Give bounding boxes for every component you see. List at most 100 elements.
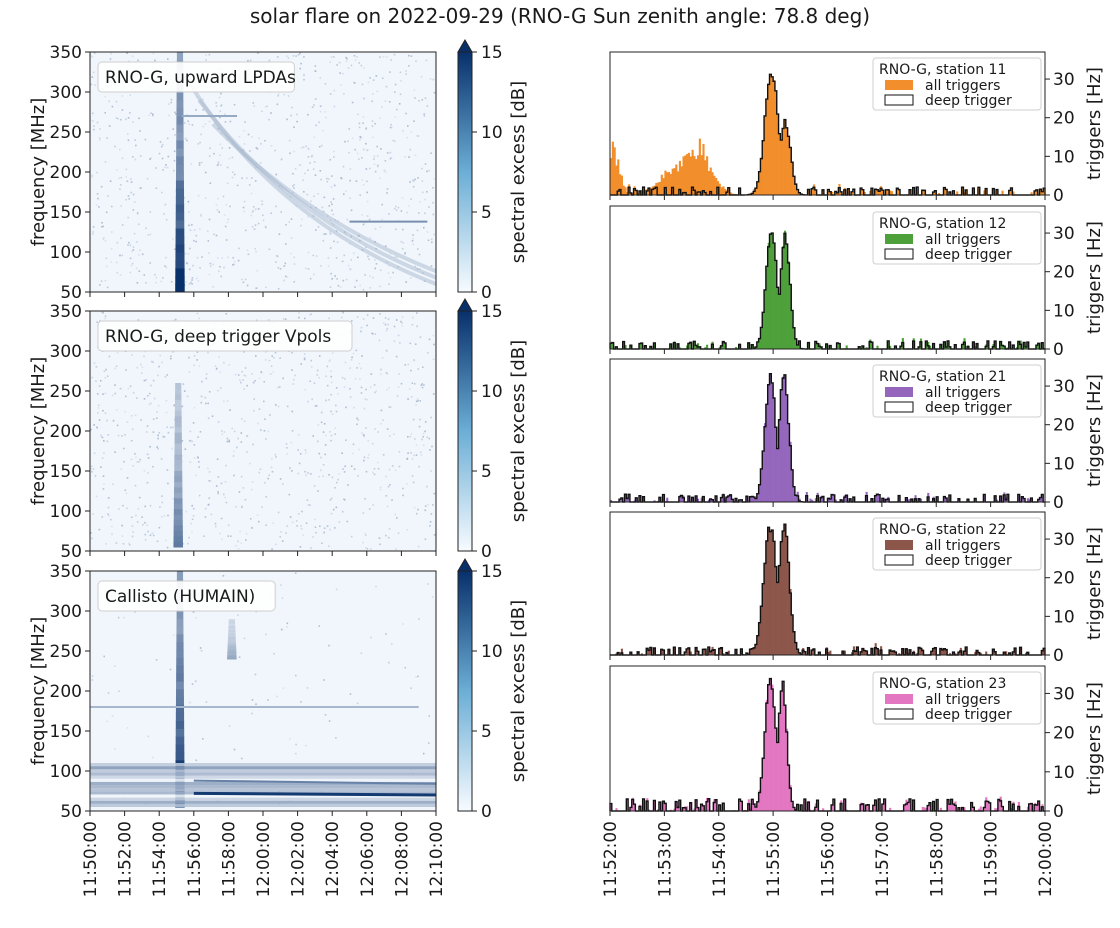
all-triggers-bar	[755, 807, 758, 811]
noise-pixel	[188, 123, 190, 125]
all-triggers-bar	[865, 347, 868, 349]
noise-pixel	[339, 72, 341, 74]
noise-pixel	[161, 157, 164, 160]
all-triggers-bar	[934, 647, 937, 655]
noise-pixel	[95, 380, 97, 382]
all-triggers-bar	[1030, 803, 1033, 811]
all-triggers-bar	[813, 184, 816, 195]
all-triggers-bar	[653, 342, 656, 349]
all-triggers-bar	[816, 492, 819, 502]
noise-pixel	[316, 374, 318, 376]
noise-pixel	[161, 515, 163, 518]
noise-pixel	[375, 585, 377, 588]
burst-cell	[176, 132, 184, 141]
noise-pixel	[200, 401, 203, 404]
all-triggers-bar	[669, 343, 672, 349]
noise-pixel	[152, 379, 155, 382]
all-triggers-bar	[765, 266, 768, 349]
noise-pixel	[162, 169, 164, 171]
spectrogram-noise	[90, 311, 436, 550]
noise-pixel	[264, 139, 266, 142]
noise-pixel	[354, 82, 356, 84]
all-triggers-bar	[829, 191, 832, 195]
noise-pixel	[275, 261, 277, 263]
all-triggers-bar	[822, 808, 825, 811]
all-triggers-bar	[691, 149, 694, 195]
noise-pixel	[374, 259, 376, 261]
noise-pixel	[411, 323, 414, 326]
noise-pixel	[320, 421, 323, 424]
all-triggers-bar	[974, 498, 977, 502]
noise-pixel	[152, 361, 154, 364]
all-triggers-bar	[1026, 652, 1029, 655]
burst-cell	[175, 712, 185, 721]
noise-pixel	[337, 478, 339, 481]
colorbar-tick-label: 0	[481, 542, 492, 562]
noise-pixel	[293, 281, 296, 283]
all-triggers-bar	[689, 802, 692, 811]
noise-pixel	[250, 214, 253, 217]
all-triggers-bar	[698, 138, 701, 195]
all-triggers-bar	[678, 800, 681, 811]
noise-pixel	[370, 636, 372, 639]
noise-pixel	[233, 474, 235, 477]
noise-pixel	[414, 438, 416, 440]
noise-pixel	[330, 272, 332, 275]
all-triggers-bar	[613, 147, 616, 195]
all-triggers-bar	[1003, 652, 1006, 655]
noise-pixel	[91, 675, 94, 677]
burst-cell	[176, 689, 184, 698]
legend-swatch-deep	[884, 248, 914, 260]
drifting-arc	[211, 122, 437, 274]
noise-pixel	[186, 262, 189, 265]
noise-pixel	[165, 266, 168, 269]
noise-pixel	[148, 392, 151, 395]
all-triggers-bar	[820, 347, 823, 349]
noise-pixel	[205, 377, 208, 380]
all-triggers-bar	[1035, 345, 1039, 349]
all-triggers-bar	[758, 171, 761, 195]
all-triggers-bar	[919, 498, 923, 502]
all-triggers-bar	[727, 650, 730, 655]
noise-pixel	[145, 379, 147, 381]
noise-pixel	[200, 395, 203, 398]
all-triggers-bar	[765, 99, 768, 195]
y-tick-label: 20	[1053, 569, 1075, 589]
noise-pixel	[310, 359, 312, 362]
noise-pixel	[305, 452, 307, 454]
noise-pixel	[331, 381, 333, 384]
noise-pixel	[431, 596, 434, 598]
noise-pixel	[207, 230, 209, 233]
noise-pixel	[350, 465, 353, 467]
noise-pixel	[310, 547, 312, 550]
noise-pixel	[170, 355, 172, 357]
noise-pixel	[205, 59, 207, 61]
legend-swatch-deep	[884, 708, 914, 720]
noise-pixel	[321, 206, 324, 209]
noise-pixel	[171, 447, 173, 450]
noise-pixel	[310, 155, 313, 158]
noise-pixel	[301, 218, 303, 221]
noise-pixel	[369, 237, 372, 239]
all-triggers-bar	[760, 468, 763, 502]
noise-pixel	[108, 355, 111, 358]
noise-pixel	[429, 521, 432, 523]
noise-pixel	[166, 546, 169, 549]
noise-pixel	[130, 458, 133, 461]
noise-pixel	[400, 210, 403, 212]
noise-pixel	[111, 533, 113, 536]
noise-pixel	[365, 142, 367, 145]
noise-pixel	[415, 135, 418, 137]
all-triggers-bar	[755, 188, 758, 195]
noise-pixel	[192, 611, 195, 613]
noise-pixel	[277, 288, 280, 290]
all-triggers-bar	[755, 346, 758, 349]
all-triggers-bar	[1017, 341, 1020, 349]
colorbar-tick-label: 10	[481, 123, 503, 143]
all-triggers-bar	[745, 653, 749, 655]
burst-cell	[175, 188, 185, 197]
noise-pixel	[366, 215, 369, 217]
noise-pixel	[379, 488, 382, 491]
noise-pixel	[261, 506, 263, 508]
noise-pixel	[214, 365, 217, 367]
